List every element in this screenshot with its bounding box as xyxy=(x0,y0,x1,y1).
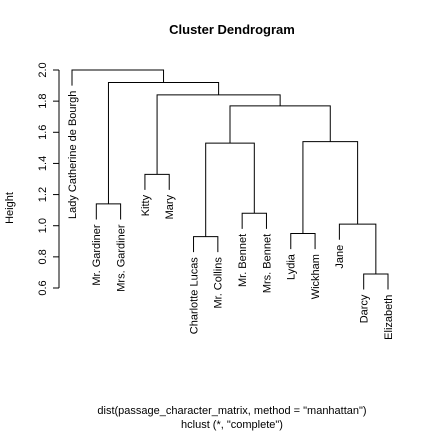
merge-branch xyxy=(241,212,267,229)
y-tick-label: 1.6 xyxy=(37,125,49,140)
leaf-label: Mr. Bennet xyxy=(237,234,249,287)
leaf-label: Jane xyxy=(334,245,346,269)
chart-title: Cluster Dendrogram xyxy=(169,22,295,37)
dendrogram-branches xyxy=(71,69,389,290)
leaf-label: Lady Catherine de Bourgh xyxy=(67,91,79,219)
leaf-label: Elizabeth xyxy=(383,295,395,340)
merge-branch xyxy=(363,273,389,290)
merge-branch xyxy=(193,236,219,253)
leaf-label: Mrs. Gardiner xyxy=(115,224,127,292)
merge-branch xyxy=(95,203,122,220)
leaf-label: Mr. Gardiner xyxy=(91,224,103,285)
y-tick-label: 0.6 xyxy=(37,280,49,295)
merge-branch xyxy=(205,142,255,237)
leaf-label: Lydia xyxy=(286,253,298,280)
leaf-label: Kitty xyxy=(140,194,152,216)
leaf-label: Mrs. Bennet xyxy=(261,234,273,293)
y-tick-label: 1.2 xyxy=(37,187,49,202)
y-axis: 0.6 0.8 1.0 1.2 1.4 1.6 1.8 2.0 xyxy=(37,62,60,296)
y-axis-label: Height xyxy=(4,192,16,224)
y-tick-label: 1.0 xyxy=(37,218,49,233)
x-axis-caption-line-2: hclust (*, "complete") xyxy=(181,419,283,431)
merge-branch xyxy=(107,81,220,204)
merge-branch xyxy=(71,69,165,86)
x-axis-caption-line-1: dist(passage_character_matrix, method = … xyxy=(97,405,366,417)
y-tick-label: 0.8 xyxy=(37,249,49,264)
leaf-label: Charlotte Lucas xyxy=(188,257,200,335)
merge-branch xyxy=(229,105,331,144)
y-tick-label: 1.4 xyxy=(37,156,49,171)
merge-branch xyxy=(290,233,316,250)
leaf-label: Darcy xyxy=(359,294,371,323)
merge-branch xyxy=(144,173,170,190)
leaf-label: Mr. Collins xyxy=(213,257,225,309)
leaf-label: Mary xyxy=(164,194,176,219)
merge-branch xyxy=(302,141,359,234)
y-tick-label: 2.0 xyxy=(37,62,49,77)
merge-branch xyxy=(156,94,281,175)
leaf-label: Wickham xyxy=(310,254,322,299)
leaf-labels: Lady Catherine de Bourgh Mr. Gardiner Mrs.… xyxy=(67,91,395,340)
y-tick-label: 1.8 xyxy=(37,93,49,108)
